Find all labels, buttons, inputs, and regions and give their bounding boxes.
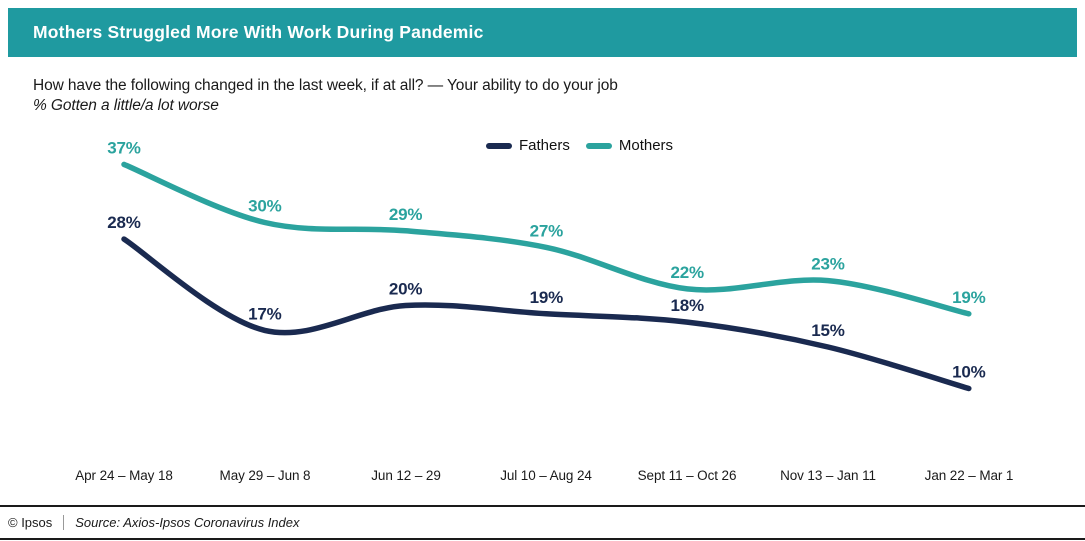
data-label-fathers: 15% (811, 321, 845, 340)
data-label-fathers: 18% (670, 296, 704, 315)
chart-title: Mothers Struggled More With Work During … (33, 22, 484, 42)
data-label-mothers: 22% (670, 263, 704, 282)
data-label-fathers: 10% (952, 363, 986, 382)
legend-item-mothers: Mothers (585, 137, 674, 154)
data-label-mothers: 37% (107, 138, 141, 157)
metric-description: % Gotten a little/a lot worse (33, 97, 219, 114)
legend-label-fathers: Fathers (519, 137, 570, 154)
data-label-mothers: 27% (530, 221, 564, 240)
legend: Fathers Mothers (486, 137, 673, 154)
data-label-mothers: 30% (248, 197, 282, 216)
series-line-fathers (121, 236, 972, 392)
mothers-line-swatch (585, 142, 612, 149)
chart-subtitle: How have the following changed in the la… (33, 76, 618, 116)
footer-divider (63, 515, 65, 530)
x-tick-label: Nov 13 – Jan 11 (780, 468, 876, 483)
x-tick-label: Apr 24 – May 18 (75, 468, 173, 483)
series-line-mothers (121, 161, 972, 317)
data-label-mothers: 23% (811, 255, 845, 274)
x-tick-label: Sept 11 – Oct 26 (637, 468, 737, 483)
x-tick-label: Jan 22 – Mar 1 (924, 468, 1014, 483)
data-label-fathers: 17% (248, 304, 282, 323)
source-credit: Source: Axios-Ipsos Coronavirus Index (75, 515, 300, 530)
title-bar: Mothers Struggled More With Work During … (8, 8, 1077, 57)
x-tick-label: Jul 10 – Aug 24 (500, 468, 592, 483)
data-label-fathers: 28% (107, 213, 141, 232)
data-label-fathers: 20% (389, 280, 423, 299)
x-tick-label: May 29 – Jun 8 (219, 468, 311, 483)
x-tick-label: Jun 12 – 29 (371, 468, 441, 483)
data-label-fathers: 19% (530, 288, 564, 307)
footer: © Ipsos Source: Axios-Ipsos Coronavirus … (0, 505, 1085, 540)
survey-question: How have the following changed in the la… (33, 77, 618, 94)
data-label-mothers: 29% (389, 205, 423, 224)
copyright: © Ipsos (8, 515, 53, 530)
legend-label-mothers: Mothers (618, 137, 674, 154)
legend-item-fathers: Fathers (486, 137, 570, 154)
fathers-line-swatch (486, 142, 512, 149)
data-label-mothers: 19% (952, 288, 986, 307)
